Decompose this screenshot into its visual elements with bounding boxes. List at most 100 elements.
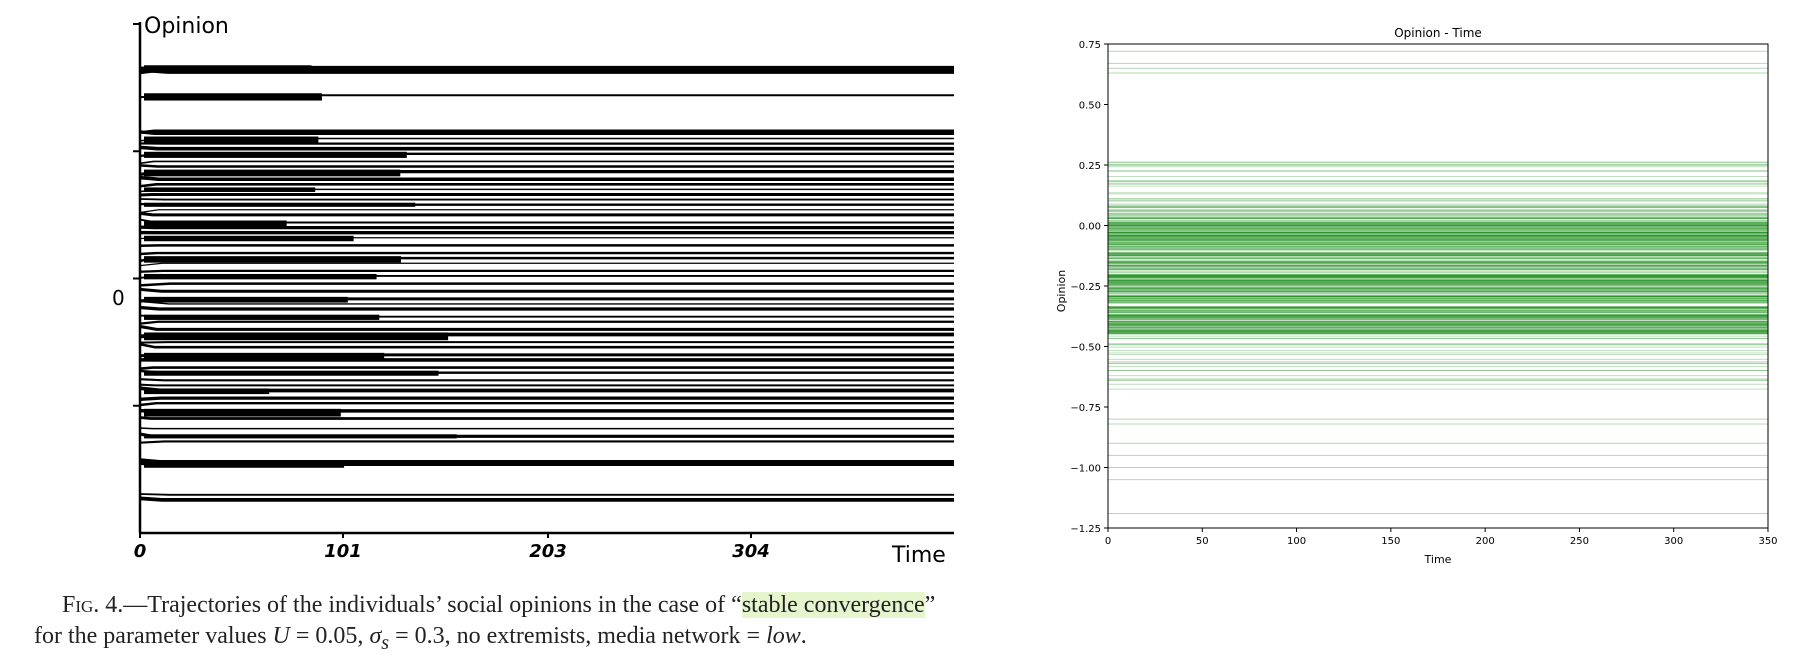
left-x-tick-label: 203 — [529, 541, 567, 562]
caption-end1: ” — [924, 592, 936, 618]
left-series-band — [144, 202, 416, 207]
left-series-band — [144, 235, 354, 242]
left-series-line — [139, 269, 954, 273]
left-series-line — [139, 209, 954, 214]
right-y-ticks: 0.75 0.50 0.25 0.00 −0.25 −0.50 −0.75 −1.00 −1.2… — [1070, 40, 1108, 535]
right-y-tick-label: 0.50 — [1079, 101, 1101, 112]
right-y-label: Opinion — [1055, 270, 1068, 312]
left-series-line — [139, 320, 954, 325]
left-series-band — [144, 434, 457, 439]
left-series-band — [144, 462, 345, 468]
left-series-band — [144, 93, 322, 101]
right-y-tick-label: 0.00 — [1079, 222, 1101, 233]
right-y-tick-label: −1.25 — [1070, 524, 1101, 535]
right-series-group — [1108, 50, 1768, 514]
left-x-tick-label: 304 — [732, 541, 770, 562]
figure-caption: Fig. 4.—Trajectories of the individuals’… — [34, 590, 1044, 659]
caption-line2c: = 0.3, no extremists, media network = — [389, 623, 767, 649]
left-series-line — [139, 183, 954, 188]
right-y-tick-label: −0.75 — [1070, 403, 1101, 414]
left-chart: 0 101 203 304 Opinion Time 0 — [112, 14, 954, 568]
left-series-line — [139, 211, 954, 217]
left-y-label: Opinion — [144, 14, 229, 39]
left-series-band — [144, 352, 385, 359]
left-series-band — [144, 332, 449, 341]
left-series-line — [139, 193, 954, 197]
left-series-line — [139, 324, 954, 331]
left-series-line — [139, 342, 954, 349]
left-series-band — [144, 136, 319, 143]
right-title: Opinion - Time — [1394, 26, 1482, 40]
left-series-band — [144, 220, 287, 227]
right-chart: Opinion - Time 0.75 0.50 0.25 0.00 −0.25 −0.5… — [1055, 26, 1778, 566]
left-series-line — [139, 262, 954, 267]
left-series-line — [139, 198, 954, 201]
left-series-band — [144, 65, 312, 73]
caption-line-2: for the parameter values U = 0.05, σs = … — [34, 621, 1044, 659]
left-y-tick-label-zero: 0 — [112, 286, 125, 310]
right-x-tick-label: 150 — [1381, 536, 1400, 547]
caption-sigma-sub: s — [381, 631, 390, 654]
left-series-line — [139, 396, 954, 401]
right-x-tick-label: 300 — [1664, 536, 1683, 547]
left-series-line — [139, 282, 954, 287]
right-x-ticks: 0 50 100 150 200 250 300 350 — [1105, 528, 1778, 547]
left-series-group — [139, 65, 954, 502]
right-y-tick-label: −0.50 — [1070, 343, 1101, 354]
left-series-line — [139, 341, 954, 344]
left-series-line — [139, 440, 954, 444]
left-series-band — [144, 169, 401, 177]
left-series-line — [139, 175, 954, 181]
left-series-line — [139, 493, 954, 496]
right-x-tick-label: 350 — [1758, 536, 1777, 547]
caption-fig: Fig. — [62, 592, 100, 618]
left-series-band — [144, 151, 407, 158]
caption-line2a: for the parameter values — [34, 623, 273, 649]
left-series-line — [139, 427, 954, 430]
left-series-band — [144, 314, 380, 320]
left-series-band — [144, 187, 316, 192]
left-series-line — [139, 145, 954, 151]
right-x-tick-label: 100 — [1287, 536, 1306, 547]
caption-line-1: Fig. 4.—Trajectories of the individuals’… — [34, 590, 1044, 621]
caption-highlight: stable convergence — [741, 592, 925, 618]
left-x-ticks: 0 101 203 304 — [134, 533, 770, 562]
left-series-band — [144, 388, 270, 395]
right-x-tick-label: 250 — [1570, 536, 1589, 547]
left-series-line — [139, 366, 954, 371]
right-y-tick-label: 0.75 — [1079, 40, 1101, 51]
left-series-band — [144, 370, 439, 376]
left-series-line — [139, 164, 954, 168]
left-series-band — [144, 256, 401, 263]
right-y-tick-label: −1.00 — [1070, 464, 1101, 475]
right-x-tick-label: 50 — [1196, 536, 1209, 547]
left-y-ticks — [133, 150, 140, 407]
right-x-label: Time — [1424, 553, 1452, 566]
left-x-tick-label: 0 — [134, 541, 147, 562]
caption-line2d: . — [800, 623, 807, 649]
caption-sigma: σ — [369, 623, 382, 649]
left-series-line — [139, 287, 954, 293]
left-series-line — [139, 378, 954, 382]
left-series-line — [139, 401, 954, 407]
left-series-line — [139, 305, 954, 311]
left-x-label: Time — [891, 543, 946, 568]
caption-line2b: = 0.05, — [289, 623, 370, 649]
left-series-line — [139, 416, 954, 420]
left-series-line — [139, 383, 954, 387]
left-series-line — [139, 251, 954, 256]
caption-U: U — [272, 623, 290, 649]
left-series-line — [139, 160, 954, 165]
left-series-band — [144, 296, 348, 303]
left-series-band — [144, 273, 377, 280]
caption-low: low — [766, 623, 801, 649]
left-series-band — [144, 408, 341, 417]
right-y-tick-label: −0.25 — [1070, 282, 1101, 293]
right-x-tick-label: 200 — [1476, 536, 1495, 547]
left-x-tick-label: 101 — [324, 541, 362, 562]
left-series-line — [139, 130, 954, 136]
right-y-tick-label: 0.25 — [1079, 161, 1101, 172]
left-series-line — [139, 496, 954, 502]
right-x-tick-label: 0 — [1105, 536, 1111, 547]
left-series-line — [139, 458, 954, 464]
